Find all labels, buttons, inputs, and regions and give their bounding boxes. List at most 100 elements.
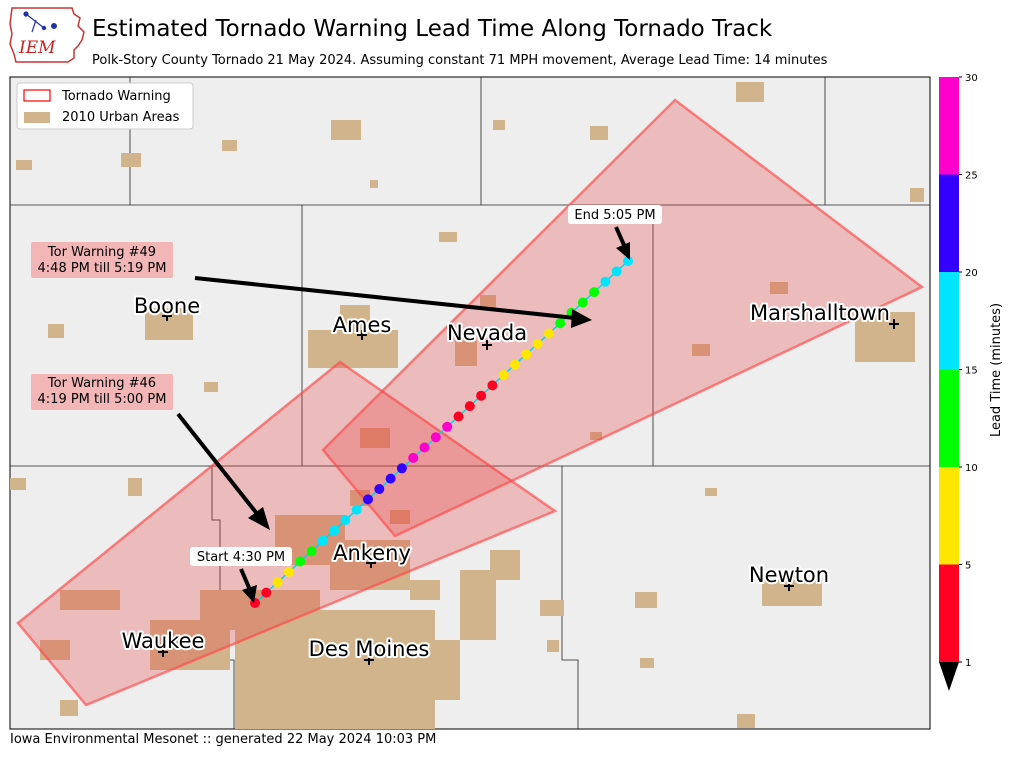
track-point [521, 349, 532, 360]
arrow-end [614, 226, 626, 246]
annotation-arrows [176, 226, 626, 591]
track-point [374, 484, 385, 494]
weather-instrument-icon [23, 11, 57, 33]
end-label: End 5:05 PM [574, 208, 655, 223]
warning-49-times: 4:48 PM till 5:19 PM [38, 261, 167, 276]
city-layer: Boone Ames Nevada Marshalltown Ankeny Ne… [120, 292, 899, 665]
colorbar-tick-label: 10 [965, 463, 978, 474]
legend-label-urban: 2010 Urban Areas [62, 110, 180, 125]
city-marker [158, 311, 899, 665]
city-label-ames: Ames [333, 313, 392, 337]
colorbar-tick-label: 15 [965, 366, 978, 377]
logo-text: IEM [18, 38, 56, 58]
colorbar-segment [939, 467, 959, 565]
track-point [442, 421, 453, 432]
city-label-nevada: Nevada [447, 321, 527, 345]
track-point [476, 390, 487, 401]
city-label-ankeny: Ankeny [333, 541, 411, 565]
warning-46-title: Tor Warning #46 [47, 376, 156, 391]
track-point [283, 566, 294, 577]
track-point [464, 401, 475, 412]
legend-box [16, 82, 194, 130]
track-point [589, 287, 600, 298]
track-point [306, 546, 317, 557]
track-point [329, 525, 340, 536]
page-title: Estimated Tornado Warning Lead Time Alon… [92, 16, 773, 42]
colorbar-segment [939, 564, 959, 663]
track-end-annotation: End 5:05 PM [568, 205, 662, 224]
arrow-heads [242, 242, 630, 603]
colorbar-segment [939, 272, 959, 370]
track-point [543, 328, 554, 339]
colorbar-label: Lead Time (minutes) [989, 303, 1004, 437]
footer-credit: Iowa Environmental Mesonet :: generated … [10, 732, 437, 747]
city-label-boone: Boone [134, 294, 200, 318]
track-point [577, 297, 588, 308]
track-point [611, 266, 622, 277]
arrow-head-warning-46 [248, 507, 270, 530]
track-point [363, 494, 373, 505]
end-label-box [568, 205, 662, 224]
iem-logo: IEM [9, 7, 85, 63]
arrow-warning-49 [194, 276, 576, 320]
track-point [295, 556, 306, 567]
start-label-box [190, 547, 292, 566]
colorbar-under-arrow [939, 662, 959, 691]
arrow-start [239, 568, 252, 591]
legend-label-warning: Tornado Warning [61, 89, 171, 104]
warning-46-box [31, 374, 173, 410]
colorbar-tick-label: 30 [965, 73, 978, 84]
city-label-des-moines: Des Moines [309, 637, 430, 661]
arrow-head-start [242, 585, 257, 603]
track-point [396, 463, 407, 474]
colorbar-ticks: 30 25 20 15 10 5 1 [959, 73, 978, 669]
track-point [555, 318, 566, 329]
track-point [385, 473, 396, 484]
city-label-newton: Newton [749, 563, 829, 587]
colorbar-tick-label: 1 [965, 658, 971, 669]
colorbar-segment [939, 174, 959, 273]
arrow-warning-46 [176, 412, 260, 517]
arrow-head-warning-49 [571, 309, 592, 328]
track-point [498, 370, 509, 380]
colorbar-tick-label: 5 [965, 561, 971, 572]
track-point [510, 359, 520, 370]
track-point [487, 380, 498, 391]
city-label-waukee: Waukee [122, 629, 205, 653]
track-point [532, 338, 543, 349]
track-point [261, 587, 272, 598]
colorbar-segments [939, 77, 959, 663]
track-point [272, 577, 283, 588]
legend-swatch-urban [24, 112, 50, 123]
track-point [340, 515, 351, 526]
county-boundaries [10, 77, 930, 729]
warning-46-times: 4:19 PM till 5:00 PM [38, 392, 167, 407]
arrow-head-end [616, 242, 630, 260]
track-point [623, 256, 633, 266]
colorbar-segment [939, 369, 959, 468]
warning-49-box [31, 242, 173, 278]
colorbar-segment [939, 77, 959, 175]
colorbar-tick-label: 20 [965, 268, 978, 279]
map-legend: Tornado Warning 2010 Urban Areas [16, 82, 194, 130]
track-point [600, 276, 611, 287]
iowa-outline-icon [9, 7, 85, 63]
legend-swatch-warning [23, 89, 51, 102]
track-point [453, 411, 464, 422]
track-start-annotation: Start 4:30 PM [190, 547, 292, 566]
colorbar-tick-label: 25 [965, 171, 978, 182]
track-point [317, 535, 328, 546]
colorbar: 30 25 20 15 10 5 1 Lead Time (minutes) [939, 73, 1004, 691]
warning-49-annotation: Tor Warning #49 4:48 PM till 5:19 PM [31, 242, 173, 278]
warning-polygon-49[interactable] [321, 98, 925, 538]
start-label: Start 4:30 PM [197, 550, 285, 565]
track-point [351, 504, 362, 515]
warning-49-title: Tor Warning #49 [47, 245, 156, 260]
city-label-marshalltown: Marshalltown [750, 301, 890, 325]
track-point [408, 452, 419, 463]
track-point [419, 442, 430, 453]
page-subtitle: Polk-Story County Tornado 21 May 2024. A… [92, 53, 828, 68]
track-point [430, 432, 441, 443]
warning-46-annotation: Tor Warning #46 4:19 PM till 5:00 PM [31, 374, 173, 410]
